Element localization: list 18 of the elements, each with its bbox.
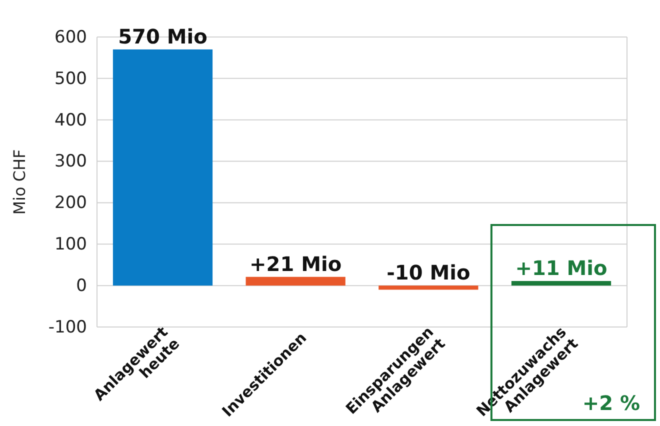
y-tick-label: 200	[54, 193, 87, 214]
bar	[378, 286, 478, 290]
data-label: -10 Mio	[386, 260, 470, 285]
y-axis-title: Mio CHF	[10, 149, 29, 215]
y-tick-label: -100	[48, 317, 87, 338]
y-tick-label: 400	[54, 110, 87, 130]
y-tick-label: 500	[54, 68, 87, 89]
y-tick-label: 100	[54, 234, 87, 255]
text: +2 %	[582, 391, 640, 415]
bar	[112, 49, 213, 286]
y-tick-label: 600	[54, 27, 87, 48]
data-label: +21 Mio	[250, 252, 342, 276]
bar	[511, 281, 612, 286]
bar	[246, 276, 346, 286]
y-tick-label: 0	[76, 276, 87, 296]
data-label: +11 Mio	[515, 256, 608, 280]
y-tick-label: 300	[54, 152, 87, 172]
data-label: 570 Mio	[118, 24, 208, 48]
